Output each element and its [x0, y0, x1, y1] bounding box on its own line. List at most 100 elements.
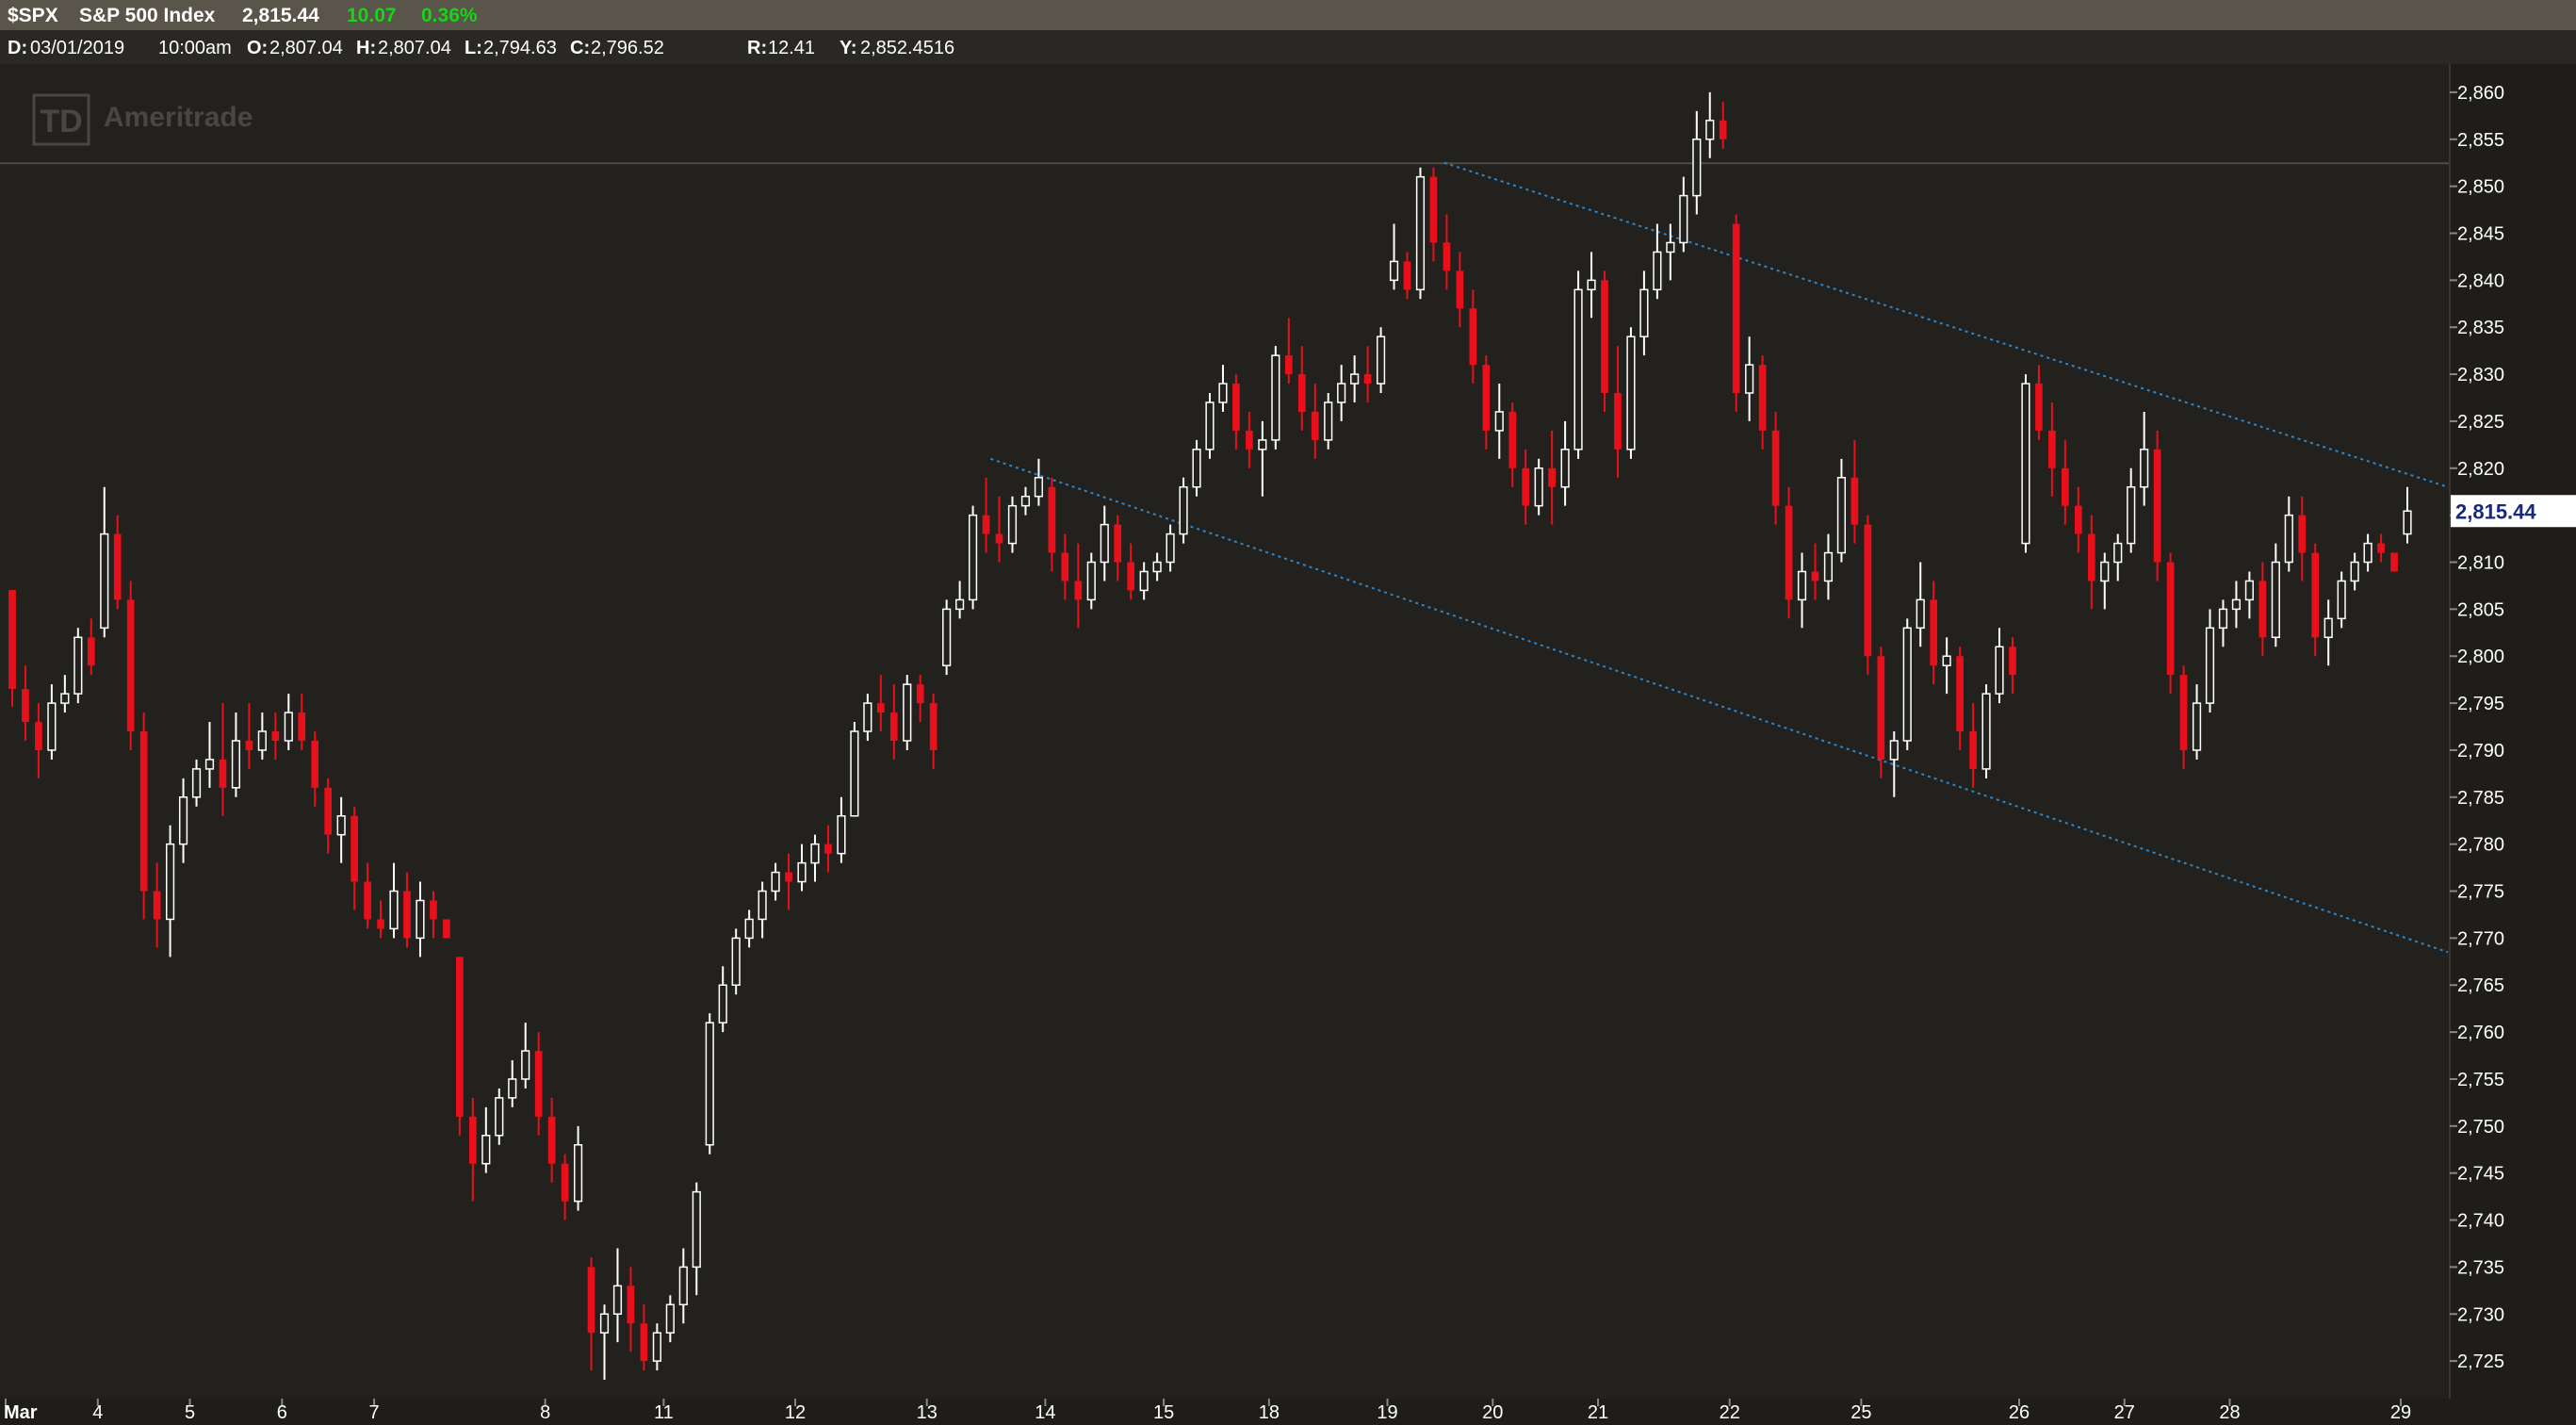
candle[interactable]	[113, 515, 122, 610]
candle[interactable]	[2009, 637, 2016, 695]
candle[interactable]	[2311, 543, 2320, 657]
candle[interactable]	[744, 909, 754, 948]
candle[interactable]	[1284, 318, 1293, 385]
candle[interactable]	[1258, 420, 1267, 497]
candle[interactable]	[2048, 401, 2056, 497]
candle[interactable]	[2350, 552, 2359, 591]
candle[interactable]	[797, 844, 807, 892]
candle[interactable]	[692, 1182, 701, 1296]
candle[interactable]	[2100, 552, 2110, 610]
candle[interactable]	[2403, 486, 2412, 544]
candle[interactable]	[1877, 647, 1885, 778]
candle[interactable]	[1614, 346, 1622, 478]
candle[interactable]	[876, 675, 885, 731]
candle[interactable]	[1797, 552, 1807, 629]
candle[interactable]	[165, 825, 175, 958]
candle[interactable]	[1889, 731, 1899, 797]
candle[interactable]	[1020, 486, 1031, 516]
candle[interactable]	[1666, 223, 1675, 281]
candle[interactable]	[1981, 684, 1991, 778]
candle[interactable]	[837, 796, 846, 863]
candle[interactable]	[810, 834, 820, 882]
candle[interactable]	[2390, 552, 2398, 572]
candle[interactable]	[1956, 647, 1964, 750]
candle[interactable]	[561, 1154, 569, 1220]
candle[interactable]	[1086, 552, 1096, 610]
candle[interactable]	[1679, 176, 1688, 253]
trendline[interactable]	[1443, 161, 2449, 488]
candle[interactable]	[2192, 684, 2202, 760]
candle[interactable]	[2244, 571, 2255, 619]
candle[interactable]	[2205, 609, 2215, 713]
candle[interactable]	[1653, 223, 1662, 300]
candle[interactable]	[573, 1125, 583, 1211]
candle[interactable]	[153, 862, 161, 948]
candle[interactable]	[955, 581, 965, 619]
candle[interactable]	[2298, 496, 2307, 581]
candle[interactable]	[100, 486, 109, 638]
candle[interactable]	[298, 694, 306, 750]
candle[interactable]	[916, 675, 924, 723]
candle[interactable]	[1218, 365, 1228, 412]
candle[interactable]	[1311, 384, 1319, 459]
candle[interactable]	[758, 881, 767, 939]
time-axis[interactable]	[0, 1399, 2576, 1425]
candle[interactable]	[1192, 439, 1201, 497]
candle[interactable]	[1363, 346, 1372, 402]
candle[interactable]	[1100, 505, 1109, 581]
candle[interactable]	[968, 505, 978, 610]
candle[interactable]	[1482, 355, 1491, 450]
candle[interactable]	[1811, 543, 1819, 600]
candle[interactable]	[1836, 458, 1847, 563]
candle[interactable]	[785, 853, 792, 910]
candle[interactable]	[508, 1060, 517, 1107]
candle[interactable]	[1494, 384, 1504, 459]
candle[interactable]	[1601, 270, 1608, 412]
candle[interactable]	[311, 731, 319, 807]
candle[interactable]	[60, 675, 70, 713]
candle[interactable]	[1179, 477, 1188, 544]
candle[interactable]	[2021, 374, 2030, 553]
candle[interactable]	[2113, 533, 2123, 581]
candle[interactable]	[1916, 562, 1925, 647]
candle[interactable]	[47, 684, 57, 760]
candle[interactable]	[903, 675, 912, 750]
candle[interactable]	[403, 872, 411, 948]
candle[interactable]	[1850, 439, 1859, 544]
candle[interactable]	[1376, 327, 1386, 394]
candle[interactable]	[22, 665, 29, 741]
candle[interactable]	[1548, 430, 1556, 525]
candle[interactable]	[1403, 252, 1411, 300]
candle[interactable]	[1534, 458, 1543, 516]
candle[interactable]	[824, 825, 832, 873]
candle[interactable]	[1771, 411, 1780, 525]
candle[interactable]	[1456, 252, 1464, 328]
candle[interactable]	[1034, 458, 1044, 506]
candle[interactable]	[640, 1304, 648, 1371]
candle[interactable]	[351, 806, 358, 910]
candle[interactable]	[2258, 562, 2267, 657]
candle[interactable]	[257, 712, 267, 760]
candle[interactable]	[2153, 430, 2161, 581]
candle[interactable]	[324, 778, 333, 854]
candle[interactable]	[2062, 439, 2069, 525]
candle[interactable]	[1626, 327, 1636, 459]
candle[interactable]	[1639, 270, 1649, 356]
candle[interactable]	[364, 862, 371, 929]
candle[interactable]	[1560, 420, 1570, 506]
candle[interactable]	[389, 862, 399, 939]
candle[interactable]	[1942, 637, 1951, 695]
candle[interactable]	[1074, 543, 1083, 629]
candle[interactable]	[1007, 496, 1018, 553]
candle[interactable]	[1732, 214, 1740, 412]
candle[interactable]	[1271, 346, 1280, 450]
candle[interactable]	[271, 712, 280, 760]
candle[interactable]	[456, 957, 464, 1136]
candle[interactable]	[2074, 486, 2082, 553]
candle[interactable]	[1522, 449, 1530, 525]
candle[interactable]	[2284, 496, 2293, 572]
candle[interactable]	[1246, 411, 1253, 468]
candle[interactable]	[2166, 552, 2175, 695]
candle[interactable]	[612, 1248, 623, 1343]
